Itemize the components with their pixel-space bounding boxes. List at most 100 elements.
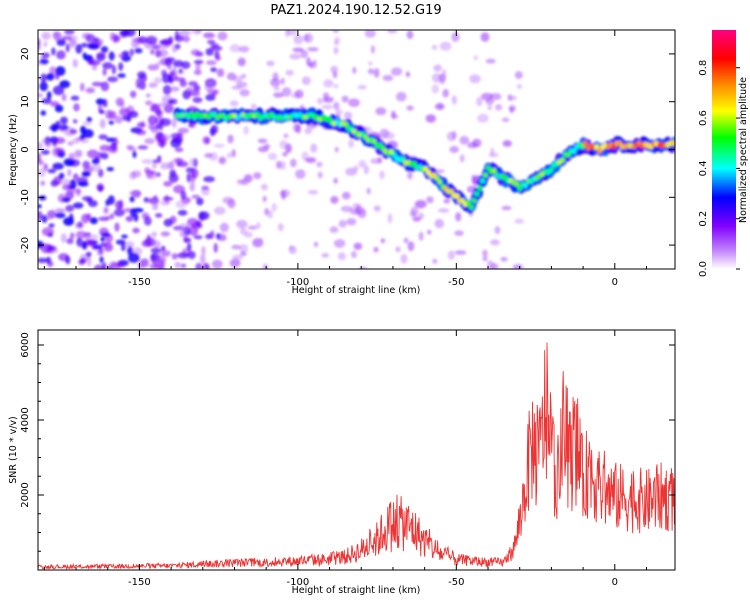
- spectrogram-noise-cell: [100, 152, 109, 160]
- spectrogram-noise-cell: [115, 239, 126, 245]
- spectrogram-noise-cell: [150, 247, 162, 254]
- spectrogram-noise-cell: [193, 59, 204, 65]
- spectrogram-noise-cell: [432, 258, 438, 264]
- spectrogram-noise-cell: [137, 36, 148, 44]
- spectrogram-noise-cell: [76, 188, 81, 197]
- spectrogram-noise-cell: [358, 160, 367, 168]
- spectrogram-noise-cell: [273, 92, 284, 98]
- spectrogram-ridge-core: [423, 166, 429, 172]
- spectrogram-noise-cell: [136, 122, 146, 128]
- spectrogram-noise-cell: [67, 141, 74, 146]
- spectrogram-noise-cell: [250, 103, 257, 110]
- spectrogram-noise-cell: [196, 30, 201, 34]
- spectrogram-noise-cell: [105, 215, 111, 221]
- spectrogram-noise-cell: [38, 38, 41, 46]
- spectrogram-ridge-core: [437, 179, 443, 185]
- spectrogram-noise-cell: [38, 93, 44, 98]
- spectrogram-noise-cell: [56, 50, 66, 60]
- spectrogram-noise-cell: [391, 67, 403, 76]
- spectrogram-noise-cell: [280, 160, 286, 170]
- spectrogram-noise-cell: [229, 258, 241, 268]
- spectrogram-noise-cell: [99, 118, 106, 129]
- spectrogram-noise-cell: [65, 204, 75, 212]
- spectrogram-ridge-core: [391, 152, 397, 158]
- spectrogram-noise-cell: [396, 91, 407, 102]
- spectrogram-noise-cell: [367, 68, 375, 75]
- spectrogram-noise-cell: [54, 72, 60, 80]
- spectrogram-noise-cell: [72, 119, 78, 124]
- spectrogram-noise-cell: [329, 226, 339, 234]
- spectrogram-noise-cell: [258, 237, 264, 243]
- spectrogram-noise-cell: [107, 76, 119, 83]
- spectrogram-noise-cell: [449, 145, 460, 154]
- spectrogram-noise-cell: [333, 101, 340, 110]
- spectrogram-noise-cell: [41, 98, 52, 104]
- spectrogram-noise-cell: [431, 45, 438, 50]
- spectrogram-noise-cell: [387, 213, 393, 224]
- spectrogram-noise-cell: [205, 48, 214, 56]
- spectrogram-ridge-core: [582, 141, 588, 147]
- spectrogram-noise-cell: [170, 98, 178, 105]
- spectrogram-noise-cell: [482, 249, 488, 258]
- snr-frame: [37, 329, 676, 571]
- spectrogram-noise-cell: [54, 137, 66, 144]
- spectrogram-noise-cell: [46, 91, 52, 100]
- snr-series-line: [38, 342, 675, 570]
- spectrogram-noise-cell: [75, 230, 87, 239]
- spectrogram-noise-cell: [192, 97, 203, 103]
- spectrogram-noise-cell: [98, 134, 108, 140]
- spectrogram-noise-cell: [84, 232, 91, 241]
- spectrogram-noise-cell: [437, 208, 450, 213]
- spectrogram-ridge-core: [522, 182, 528, 188]
- spectrogram-noise-cell: [131, 40, 140, 49]
- spectrogram-noise-cell: [231, 85, 243, 90]
- spectrogram-noise-cell: [163, 218, 173, 227]
- spectrogram-noise-cell: [334, 37, 341, 43]
- spectrogram-noise-cell: [473, 55, 478, 60]
- spectrogram-noise-cell: [290, 158, 297, 168]
- spectrogram-noise-cell: [65, 190, 74, 200]
- spectrogram-noise-cell: [49, 66, 57, 76]
- spectrogram-noise-cell: [209, 127, 216, 137]
- spectrogram-noise-cell: [442, 88, 450, 98]
- spectrogram-noise-cell: [128, 190, 137, 196]
- spectrogram-ridge-core: [617, 140, 622, 146]
- spectrogram-noise-cell: [321, 104, 333, 110]
- spectrogram-noise-cell: [82, 32, 92, 40]
- spectrogram-noise-cell: [189, 181, 195, 192]
- spectrogram-noise-cell: [153, 195, 158, 200]
- spectrogram-noise-cell: [54, 104, 64, 113]
- spectrogram-noise-cell: [514, 218, 525, 224]
- spectrogram-ridge-core: [597, 148, 603, 154]
- spectrogram-noise-cell: [406, 105, 414, 111]
- spectrogram-noise-cell: [295, 169, 306, 179]
- spectrogram-ridge-core: [454, 193, 460, 199]
- spectrogram-noise-cell: [89, 59, 101, 66]
- spectrogram-noise-cell: [172, 60, 184, 68]
- spectrogram-noise-cell: [321, 253, 330, 258]
- spectrogram-noise-cell: [443, 199, 451, 204]
- spectrogram-noise-cell: [451, 95, 457, 105]
- spectrogram-noise-cell: [427, 229, 432, 235]
- spectrogram-noise-cell: [121, 30, 128, 37]
- spectrogram-noise-cell: [135, 129, 147, 136]
- spectrogram-noise-cell: [121, 242, 126, 252]
- spectrogram-noise-cell: [255, 222, 261, 230]
- spectrogram-noise-cell: [281, 190, 286, 200]
- spectrogram-noise-cell: [217, 31, 228, 41]
- spectrogram-noise-cell: [395, 246, 401, 253]
- colorbar-tick-label: 0.2: [698, 211, 709, 227]
- spectrogram-noise-cell: [270, 78, 281, 87]
- spectrogram-noise-cell: [434, 103, 445, 110]
- spectrogram-noise-cell: [174, 34, 184, 42]
- spectrogram-noise-cell: [160, 250, 171, 257]
- spectrogram-noise-cell: [170, 138, 182, 148]
- spectrogram-noise-cell: [99, 144, 111, 152]
- spectrogram-noise-cell: [126, 145, 134, 150]
- spectrogram-noise-cell: [263, 143, 271, 149]
- spectrogram-noise-cell: [98, 109, 105, 114]
- spectrogram-noise-cell: [179, 79, 187, 87]
- spectrogram-noise-cell: [105, 199, 110, 207]
